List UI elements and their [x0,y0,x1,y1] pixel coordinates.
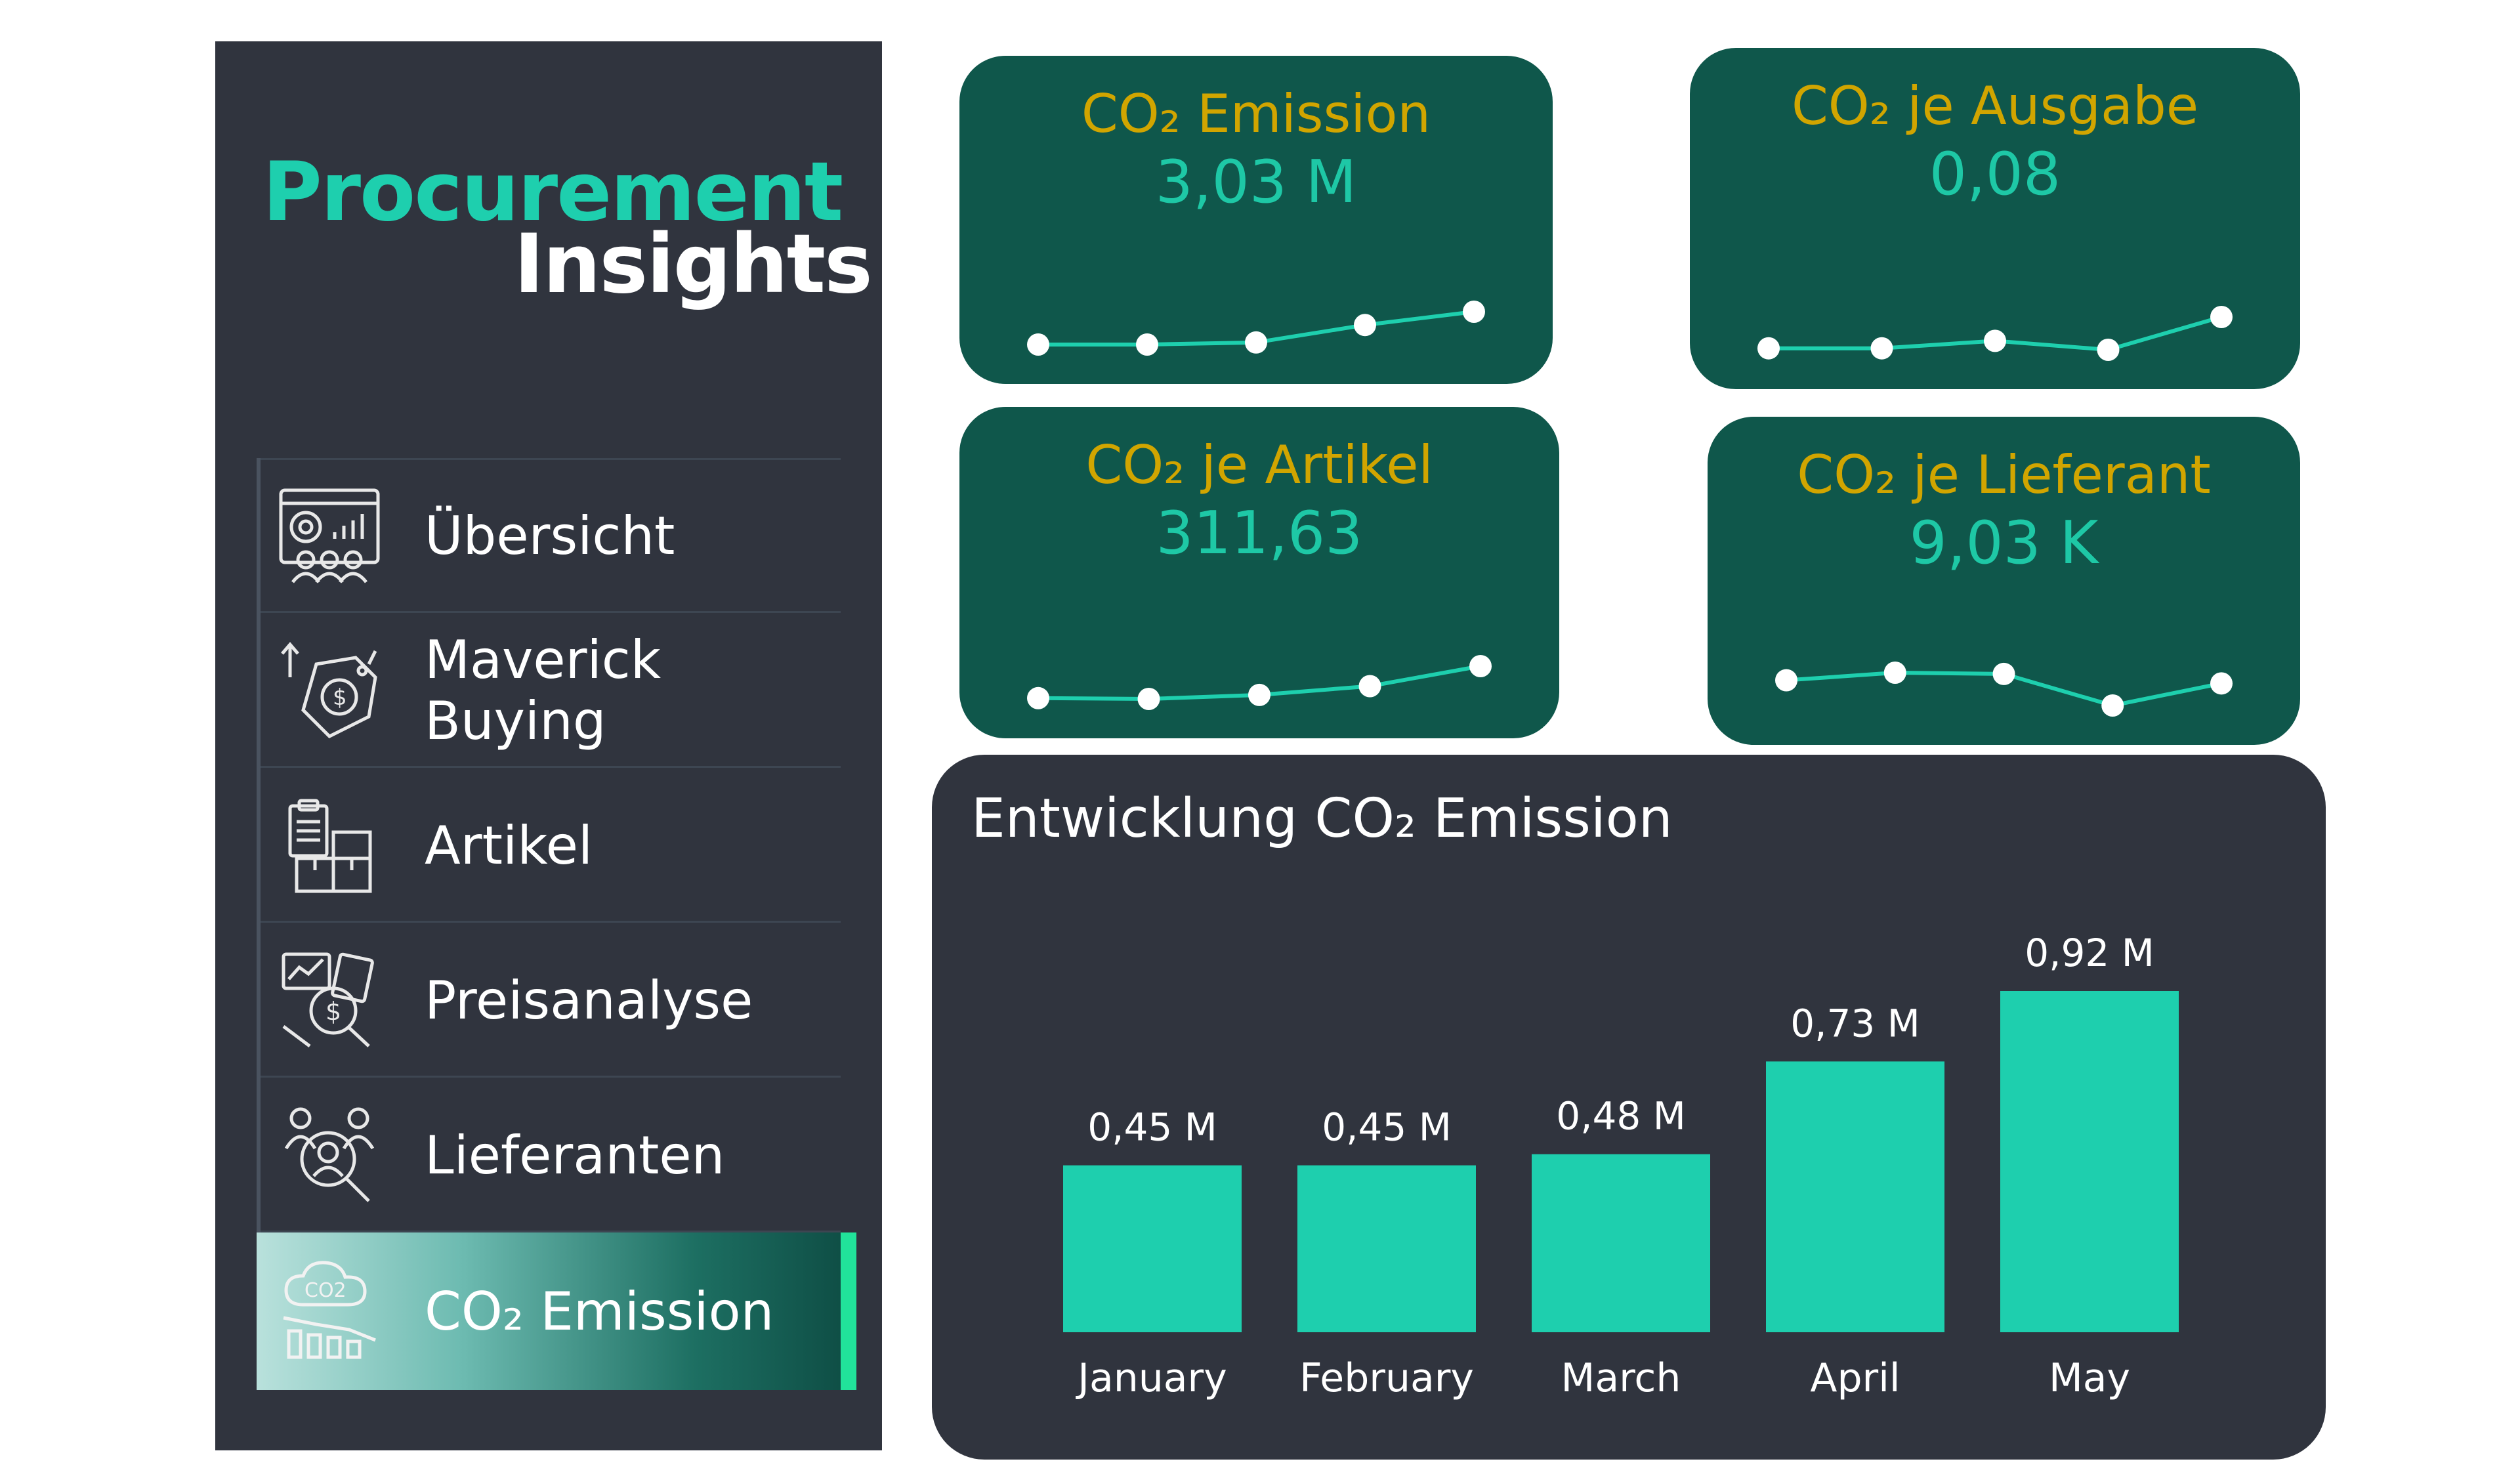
x-tick-label: April [1810,1355,1900,1401]
kpi-card-co2-je-artikel[interactable]: CO₂ je Artikel 311,63 [959,407,1559,738]
bar-march[interactable] [1532,1154,1710,1332]
sidebar-item-label: Preisanalyse [425,969,753,1031]
sparkline-point [1469,655,1492,677]
kpi-title: CO₂ je Artikel [1085,434,1433,495]
x-tick-label: May [2049,1355,2130,1401]
data-label: 0,48 M [1556,1094,1686,1139]
sparkline-point [1358,675,1381,698]
sparkline [1775,662,2233,717]
svg-text:$: $ [333,684,347,711]
kpi-value: 3,03 M [1155,148,1357,217]
kpi-card-co2-je-lieferant[interactable]: CO₂ je Lieferant 9,03 K [1708,417,2300,745]
sidebar-item-preisanalyse[interactable]: $ Preisanalyse [257,923,841,1078]
sparkline-point [1136,333,1158,356]
sidebar-item-uebersicht[interactable]: Übersicht [257,458,841,613]
sparkline-point [1883,662,1906,684]
price-tag-icon: $ [274,635,385,746]
sidebar-item-label: CO₂ Emission [425,1280,774,1342]
kpi-title: CO₂ Emission [1081,83,1431,144]
data-label: 0,73 M [1790,1001,1920,1045]
sparkline-point [1248,683,1270,706]
kpi-card-co2-emission[interactable]: CO₂ Emission 3,03 M [959,56,1553,384]
co2-cloud-icon: CO2 [274,1255,385,1367]
sparkline-point [1775,669,1797,692]
sidebar-item-label: Maverick Buying [425,629,662,751]
co2-emission-chart-panel: Entwicklung CO₂ Emission 0,45 M January 0,… [932,755,2326,1460]
bar-may[interactable] [2000,991,2179,1332]
kpi-title: CO₂ je Lieferant [1797,444,2211,505]
x-tick-label: February [1299,1355,1474,1401]
sparkline-point [1757,337,1780,360]
bar-february[interactable] [1297,1165,1476,1332]
sparkline-point [1992,662,2015,685]
kpi-value: 9,03 K [1909,509,2099,578]
sidebar-item-co2-emission[interactable]: CO2 CO₂ Emission [257,1232,856,1390]
supplier-search-icon [274,1099,385,1211]
sparkline-point [1027,333,1049,356]
sidebar-item-lieferanten[interactable]: Lieferanten [257,1078,841,1232]
kpi-value: 311,63 [1156,499,1363,568]
kpi-value: 0,08 [1929,140,2061,209]
sidebar-item-label: Artikel [425,814,593,876]
app-logo: Procurement Insights [215,41,882,310]
sparkline [1757,306,2233,361]
sidebar-item-label: Lieferanten [425,1124,725,1186]
sparkline-point [1137,688,1160,710]
sparkline-point [2210,672,2233,695]
sidebar-nav: Übersicht $ Maverick Buying [257,458,856,1390]
logo-title-line1: Procurement [262,145,843,240]
sparkline-point [1245,331,1267,354]
sidebar-item-maverick-buying[interactable]: $ Maverick Buying [257,613,841,768]
data-label: 0,45 M [1087,1105,1217,1150]
chart-title: Entwicklung CO₂ Emission [971,788,1673,850]
sparkline [1027,655,1492,710]
svg-text:CO2: CO2 [304,1279,346,1302]
bar-chart: 0,45 M January 0,45 M February 0,48 M March 0,… [1063,931,2179,1401]
active-indicator [841,1232,856,1390]
sparkline-point [1463,301,1485,323]
dashboard-icon [274,480,385,591]
clipboard-boxes-icon [274,790,385,901]
bar-april[interactable] [1766,1061,1944,1332]
price-analysis-icon: $ [274,944,385,1056]
svg-text:$: $ [326,997,341,1026]
x-tick-label: January [1075,1355,1227,1401]
sparkline-point [1870,337,1893,360]
sparkline-point [2097,339,2120,361]
kpi-card-co2-je-ausgabe[interactable]: CO₂ je Ausgabe 0,08 [1690,48,2300,389]
data-label: 0,45 M [1322,1105,1452,1150]
sidebar-item-label: Übersicht [425,505,675,566]
sparkline-point [1984,329,2006,352]
sparkline-point [1354,314,1376,337]
sparkline [1027,301,1485,356]
sparkline-point [2101,694,2124,717]
kpi-title: CO₂ je Ausgabe [1791,75,2199,137]
bar-january[interactable] [1063,1165,1242,1332]
sidebar-item-artikel[interactable]: Artikel [257,768,841,923]
data-label: 0,92 M [2025,931,2154,975]
sparkline-point [2210,306,2233,328]
logo-title-line2: Insights [514,217,873,312]
sidebar: Procurement Insights Übersicht [215,41,882,1450]
sparkline-point [1027,686,1049,709]
x-tick-label: March [1561,1355,1681,1401]
